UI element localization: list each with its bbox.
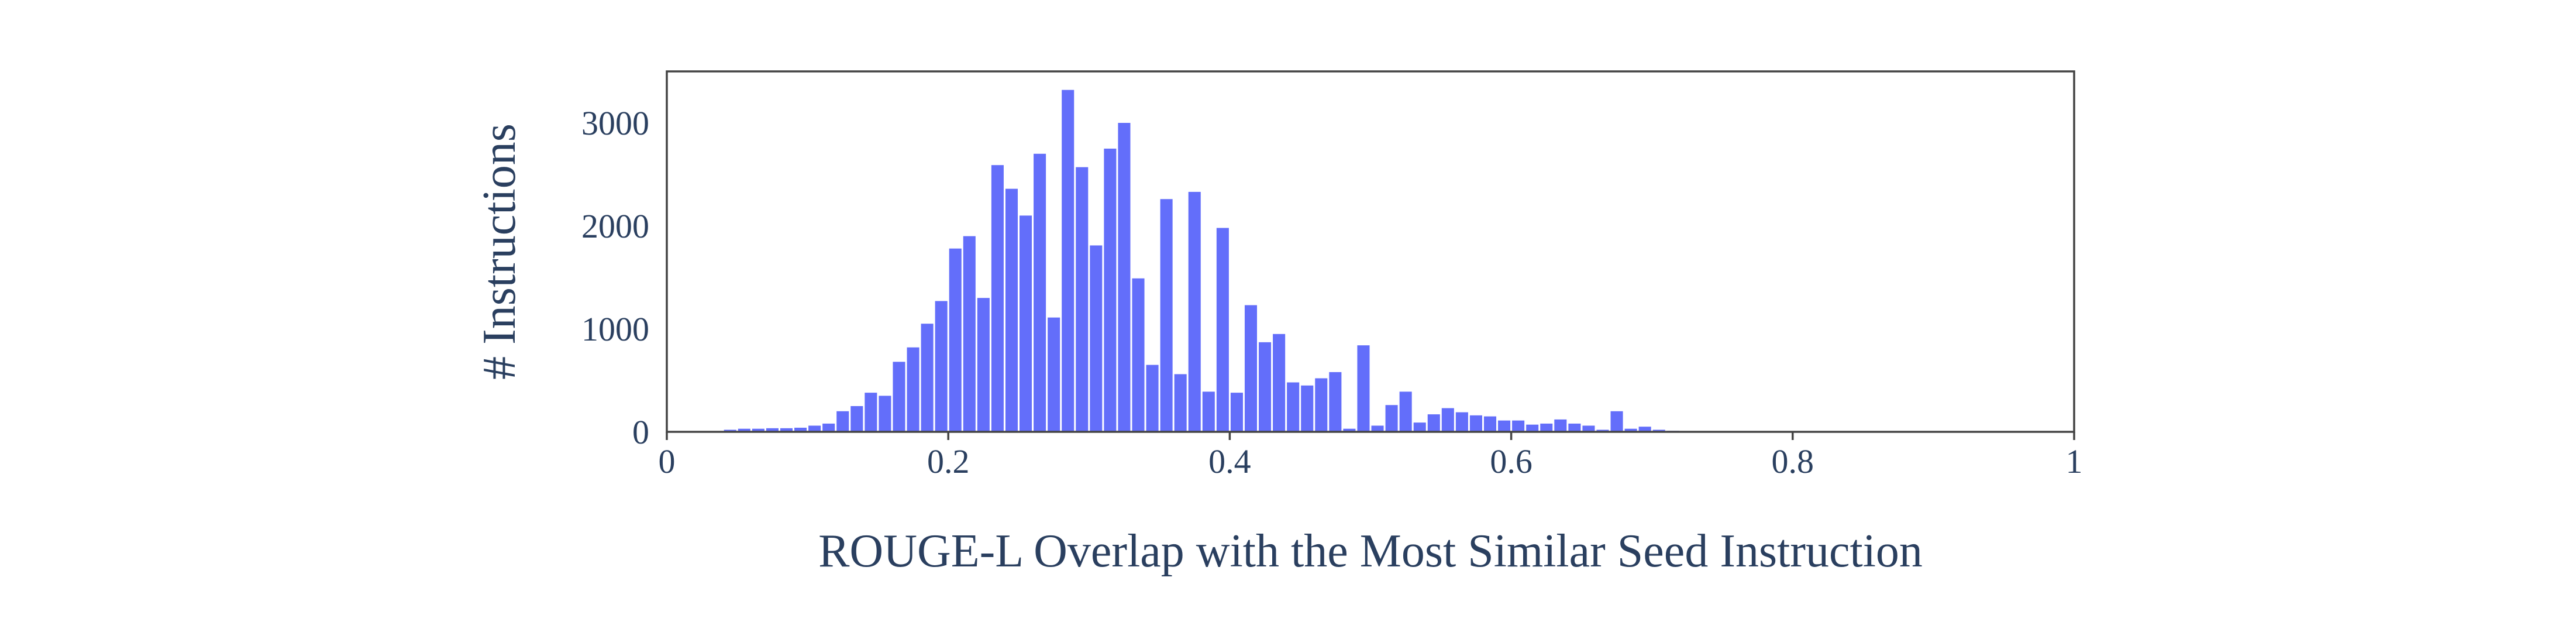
histogram-bar <box>1652 429 1665 432</box>
histogram-bar <box>1005 188 1018 432</box>
histogram-bar <box>865 393 877 432</box>
histogram-bar <box>1540 423 1553 432</box>
histogram-bar <box>1259 342 1272 432</box>
histogram-bar <box>935 301 948 432</box>
histogram-bar <box>1216 228 1229 432</box>
histogram-bar <box>1469 415 1482 432</box>
x-tick-label: 0.8 <box>1772 442 1814 480</box>
histogram-bar <box>1202 391 1215 432</box>
y-axis-title: # Instructions <box>474 123 525 380</box>
x-tick-label: 0 <box>659 442 676 480</box>
histogram-bar <box>1343 428 1356 432</box>
histogram-bar <box>1076 167 1089 432</box>
histogram-bar <box>1610 411 1623 432</box>
histogram-bar <box>1062 90 1075 432</box>
histogram-bar <box>1498 420 1511 432</box>
histogram-bar <box>1090 245 1103 432</box>
histogram-bar <box>766 428 779 432</box>
plot-frame <box>666 70 2075 433</box>
histogram-bar <box>1287 382 1300 432</box>
x-tick-label: 0.6 <box>1490 442 1532 480</box>
histogram-bar <box>836 411 849 432</box>
y-tick-label: 2000 <box>581 207 649 245</box>
histogram-bar <box>1174 374 1187 432</box>
histogram-bar <box>1329 372 1342 432</box>
histogram-bar <box>794 427 807 432</box>
histogram-bar <box>1413 422 1426 432</box>
x-axis-title: ROUGE-L Overlap with the Most Similar Se… <box>818 525 1923 577</box>
histogram-bar <box>1188 191 1201 432</box>
x-tick-label: 1 <box>2066 442 2083 480</box>
histogram-bar <box>1357 345 1370 432</box>
histogram-bar <box>963 236 976 432</box>
histogram-bar <box>808 425 821 432</box>
histogram-bar <box>1315 378 1328 432</box>
histogram-bar <box>1104 149 1117 432</box>
histogram-bar <box>1244 305 1258 432</box>
histogram-bar <box>1273 334 1286 432</box>
histogram-bar <box>1118 123 1131 432</box>
histogram-bar <box>1020 215 1032 432</box>
histogram-bar <box>1048 317 1060 432</box>
y-axis: 0 1000 2000 3000 <box>581 104 649 451</box>
histogram-bar <box>1526 424 1539 432</box>
histogram-bar <box>1385 405 1398 432</box>
histogram-bar <box>724 429 736 432</box>
histogram-bar <box>1230 393 1243 432</box>
y-tick-label: 3000 <box>581 104 649 142</box>
histogram-bar <box>977 298 990 432</box>
histogram-bar <box>850 406 863 432</box>
histogram-bar <box>1638 427 1651 432</box>
histogram-bar <box>949 248 962 432</box>
histogram-bar <box>822 423 835 432</box>
histogram-bar <box>1582 425 1595 432</box>
histogram-bar <box>1483 416 1497 432</box>
histogram-bar <box>1427 414 1440 432</box>
histogram-bar <box>1132 278 1145 432</box>
histogram-bar <box>752 428 764 432</box>
histogram-bar <box>907 347 919 432</box>
histogram-bar <box>879 396 891 432</box>
histogram-bar <box>780 428 793 432</box>
histogram-bar <box>1301 385 1314 432</box>
histogram-bar <box>738 428 750 432</box>
histogram-bar <box>1568 423 1581 432</box>
histogram-bars <box>724 90 1679 432</box>
histogram-bar <box>1596 429 1609 432</box>
histogram-bar <box>1034 153 1046 432</box>
histogram-bar <box>1441 408 1454 432</box>
histogram-bar <box>1371 425 1384 432</box>
histogram-bar <box>991 165 1004 432</box>
histogram-bar <box>1624 428 1637 432</box>
histogram-bar <box>921 324 934 432</box>
y-tick-label: 0 <box>632 413 649 451</box>
histogram-bar <box>1399 391 1412 432</box>
histogram-bar <box>893 362 905 432</box>
y-tick-label: 1000 <box>581 310 649 348</box>
histogram-bar <box>1455 412 1468 432</box>
histogram-bar <box>1554 419 1567 432</box>
histogram-bar <box>1146 365 1159 432</box>
histogram-bar <box>1512 420 1525 432</box>
histogram-bar <box>1160 199 1173 432</box>
x-tick-label: 0.4 <box>1208 442 1251 480</box>
x-tick-label: 0.2 <box>927 442 970 480</box>
x-axis: 0 0.2 0.4 0.6 0.8 1 <box>659 432 2083 480</box>
